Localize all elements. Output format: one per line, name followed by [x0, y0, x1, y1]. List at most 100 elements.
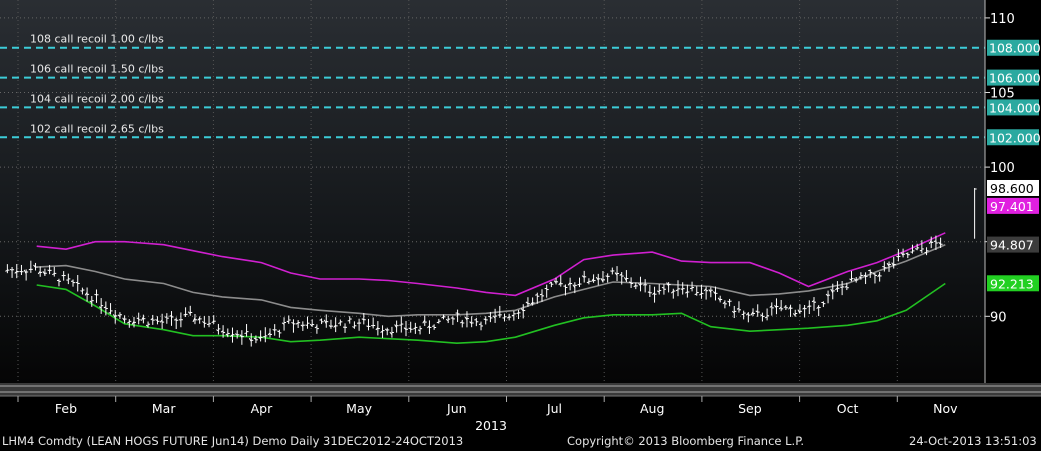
level-badge: 102.000	[987, 129, 1041, 146]
price-bar	[216, 323, 221, 335]
grid	[0, 0, 985, 383]
price-bar	[70, 279, 76, 287]
price-bar-open	[187, 311, 191, 315]
price-bar	[516, 309, 521, 320]
price-bar	[192, 314, 197, 325]
price-bar-open	[727, 300, 730, 303]
price-bar	[680, 282, 685, 295]
price-bar-open	[788, 306, 791, 310]
price-bar-open	[905, 252, 909, 255]
price-bar	[37, 266, 43, 277]
price-bar-open	[272, 328, 275, 331]
price-bar	[863, 272, 868, 285]
price-bar	[745, 312, 751, 323]
price-bar	[80, 287, 85, 295]
price-bar	[741, 310, 746, 320]
price-bar-open	[230, 334, 233, 338]
price-bar-open	[28, 268, 31, 271]
price-bar-open	[89, 300, 93, 303]
price-bar	[520, 304, 526, 319]
price-bar-open	[816, 306, 820, 310]
price-bar	[928, 236, 934, 249]
x-axis-year-label: 2013	[475, 418, 507, 433]
price-bar-open	[572, 284, 576, 288]
price-bar	[802, 305, 807, 318]
price-bar-open	[140, 316, 144, 321]
price-bar	[436, 318, 441, 324]
price-bar-open	[581, 275, 585, 278]
x-tick-label: Nov	[933, 401, 958, 416]
price-bar-open	[432, 325, 435, 327]
price-bar	[319, 318, 324, 325]
price-bar	[14, 264, 19, 279]
price-bar	[357, 318, 362, 331]
price-bar-open	[731, 310, 735, 314]
price-bar-open	[689, 287, 693, 290]
price-bar-open	[112, 314, 116, 318]
price-bar	[563, 284, 568, 296]
price-bar	[778, 299, 784, 312]
price-bar	[305, 316, 310, 329]
price-bar	[145, 321, 151, 328]
price-bar-open	[436, 321, 439, 324]
price-bar	[469, 316, 474, 328]
price-bar-open	[525, 301, 529, 304]
price-bar	[577, 277, 582, 288]
price-bar	[427, 320, 432, 334]
price-bar-open	[258, 336, 261, 340]
price-bar	[23, 269, 29, 281]
price-bar-open	[680, 288, 683, 291]
price-bar-open	[94, 293, 97, 296]
price-bar-open	[535, 294, 538, 296]
call-level-label: 108 call recoil 1.00 c/lbs	[30, 33, 164, 46]
price-bar	[806, 300, 812, 315]
price-bar	[488, 311, 493, 323]
price-bar	[42, 268, 47, 277]
price-bar-open	[567, 282, 571, 286]
price-bar-open	[80, 290, 83, 292]
price-bar-open	[460, 321, 463, 324]
price-bar	[328, 319, 333, 329]
value-badge-bg	[987, 197, 1039, 214]
price-bar	[9, 266, 15, 278]
price-bar-open	[685, 291, 688, 294]
price-bar	[178, 312, 183, 328]
price-bar-open	[417, 329, 421, 332]
price-bar	[591, 274, 596, 283]
price-bar	[61, 271, 66, 281]
price-bar-open	[427, 325, 430, 329]
x-tick-label: Aug	[640, 401, 664, 416]
price-bar	[422, 315, 427, 326]
price-bar	[52, 266, 57, 277]
price-bar-open	[638, 282, 641, 287]
value-badge-upper: 97.401	[987, 197, 1039, 214]
price-bar-open	[863, 274, 866, 277]
price-bar	[211, 315, 216, 325]
price-bar	[882, 261, 887, 272]
price-bar-open	[830, 288, 834, 293]
price-bar	[619, 271, 624, 285]
price-bar	[544, 284, 549, 298]
price-bar	[670, 288, 676, 299]
price-bar	[239, 330, 244, 345]
price-bar-open	[745, 312, 749, 316]
copyright-text: Copyright© 2013 Bloomberg Finance L.P.	[567, 434, 804, 448]
price-bar-open	[703, 288, 707, 292]
price-bar-open	[464, 316, 468, 321]
price-bar	[764, 308, 770, 321]
price-bar-open	[380, 330, 383, 333]
price-bar-open	[403, 327, 407, 330]
price-bar	[286, 315, 291, 324]
price-bar	[375, 321, 380, 336]
price-bar	[136, 312, 141, 325]
value-badge-text: 92.213	[990, 276, 1034, 291]
price-bar	[844, 282, 849, 291]
price-bar-open	[122, 317, 126, 321]
price-bar-open	[131, 320, 135, 325]
price-bar	[117, 312, 122, 319]
price-bar	[685, 284, 690, 298]
price-bar-open	[849, 278, 852, 281]
price-bar	[399, 316, 404, 333]
level-lines: 108 call recoil 1.00 c/lbs 106 call recoi…	[0, 33, 985, 139]
price-bar-open	[623, 277, 627, 281]
